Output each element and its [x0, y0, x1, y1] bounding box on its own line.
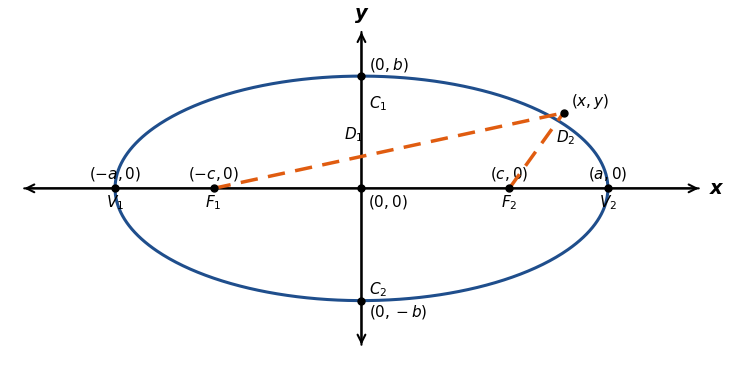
Text: $(c, 0)$: $(c, 0)$: [490, 165, 529, 183]
Text: $(0, -b)$: $(0, -b)$: [369, 303, 428, 321]
Text: $(0, b)$: $(0, b)$: [369, 56, 409, 74]
Text: $\bfit{x}$: $\bfit{x}$: [709, 179, 725, 198]
Text: $C_2$: $C_2$: [369, 280, 387, 299]
Text: $(0, 0)$: $(0, 0)$: [368, 194, 407, 212]
Text: $F_1$: $F_1$: [205, 194, 222, 212]
Text: $V_1$: $V_1$: [106, 194, 124, 212]
Text: $F_2$: $F_2$: [501, 194, 518, 212]
Text: $(x, y)$: $(x, y)$: [571, 92, 610, 111]
Text: $\bfit{y}$: $\bfit{y}$: [354, 6, 369, 25]
Text: $D_1$: $D_1$: [344, 126, 364, 145]
Text: $V_2$: $V_2$: [599, 194, 617, 212]
Text: $C_1$: $C_1$: [369, 94, 387, 113]
Text: $(-c, 0)$: $(-c, 0)$: [188, 165, 239, 183]
Text: $(-a, 0)$: $(-a, 0)$: [89, 165, 141, 183]
Text: $D_2$: $D_2$: [556, 128, 575, 146]
Text: $(a, 0)$: $(a, 0)$: [588, 165, 628, 183]
